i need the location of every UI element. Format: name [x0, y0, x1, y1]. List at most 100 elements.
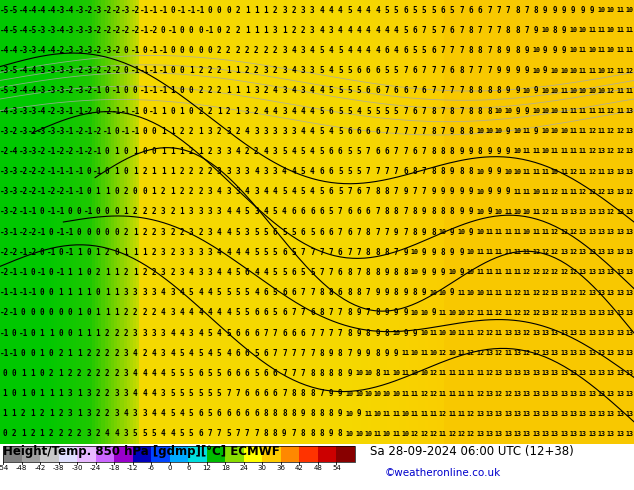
Text: 1: 1 [114, 268, 119, 277]
Text: 2: 2 [142, 167, 147, 176]
Bar [352, 0, 356, 444]
Text: 3: 3 [245, 106, 249, 116]
Text: 13: 13 [579, 229, 586, 235]
Bar [40, 446, 58, 462]
Text: 4: 4 [347, 26, 352, 35]
Bar [79, 0, 84, 444]
Text: 9: 9 [338, 409, 342, 418]
Text: 11: 11 [448, 391, 456, 396]
Text: 13: 13 [514, 391, 521, 396]
Text: 12: 12 [597, 189, 605, 195]
Text: 8: 8 [394, 207, 399, 217]
Text: 12: 12 [569, 249, 578, 255]
Bar [517, 0, 521, 444]
Text: 3: 3 [161, 349, 165, 358]
Text: 11: 11 [532, 148, 540, 154]
Text: 8: 8 [338, 429, 342, 439]
Bar [152, 0, 157, 444]
Text: 11: 11 [401, 350, 410, 356]
Text: 4: 4 [198, 328, 203, 338]
Text: 4: 4 [320, 5, 324, 15]
Text: 12: 12 [532, 350, 540, 356]
Text: 12: 12 [532, 290, 540, 295]
Text: 13: 13 [551, 370, 559, 376]
Bar [431, 0, 436, 444]
Text: -1: -1 [10, 227, 18, 237]
Text: 6: 6 [403, 86, 408, 96]
Text: 13: 13 [532, 391, 540, 396]
Text: 4: 4 [245, 187, 249, 196]
Text: 1: 1 [105, 308, 110, 318]
Text: -3: -3 [84, 46, 93, 55]
Bar [368, 0, 372, 444]
Text: -1: -1 [65, 167, 75, 176]
Text: -2: -2 [56, 187, 65, 196]
Text: 9: 9 [552, 5, 557, 15]
Text: 4: 4 [114, 429, 119, 439]
Text: 3: 3 [133, 328, 138, 338]
Text: 7: 7 [254, 429, 259, 439]
Text: -3: -3 [18, 106, 28, 116]
Text: 4: 4 [282, 167, 287, 176]
Text: 11: 11 [514, 229, 521, 235]
Text: 5: 5 [189, 288, 193, 297]
Text: 1: 1 [68, 268, 72, 277]
Text: 7: 7 [366, 167, 371, 176]
Text: -1: -1 [75, 187, 84, 196]
Text: 11: 11 [495, 270, 503, 275]
Text: 0: 0 [3, 429, 7, 439]
Text: 1: 1 [189, 66, 193, 75]
Bar [197, 0, 201, 444]
Text: 13: 13 [597, 290, 605, 295]
Text: -2: -2 [47, 187, 56, 196]
Text: 6: 6 [357, 127, 361, 136]
Text: 10: 10 [346, 431, 354, 437]
Text: 11: 11 [430, 330, 437, 336]
Text: 0: 0 [86, 308, 91, 318]
Text: 0: 0 [77, 227, 82, 237]
Text: 7: 7 [320, 248, 324, 257]
Bar [504, 0, 508, 444]
Text: 12: 12 [551, 249, 559, 255]
Text: 4: 4 [254, 288, 259, 297]
Text: 3: 3 [282, 66, 287, 75]
Bar [25, 0, 30, 444]
Text: 5: 5 [189, 389, 193, 398]
Text: -1: -1 [75, 147, 84, 156]
Bar [266, 0, 271, 444]
Text: 2: 2 [152, 248, 156, 257]
Text: 0: 0 [49, 349, 54, 358]
Text: 9: 9 [328, 389, 333, 398]
Bar [241, 0, 245, 444]
Text: 2: 2 [254, 46, 259, 55]
Text: 6: 6 [254, 308, 259, 318]
Text: 11: 11 [551, 148, 559, 154]
Text: 42: 42 [295, 465, 304, 471]
Text: 9: 9 [469, 227, 473, 237]
Bar [545, 0, 550, 444]
Text: 3: 3 [86, 389, 91, 398]
Bar [520, 0, 524, 444]
Text: 11: 11 [569, 189, 578, 195]
Text: -1: -1 [47, 147, 56, 156]
Bar [6, 0, 11, 444]
Text: 6: 6 [273, 369, 277, 378]
Text: 12: 12 [532, 310, 540, 316]
Text: 9: 9 [385, 268, 389, 277]
Text: 1: 1 [179, 106, 184, 116]
Text: 8: 8 [431, 167, 436, 176]
Text: -1: -1 [47, 207, 56, 217]
Text: -2: -2 [93, 46, 103, 55]
Text: 5: 5 [207, 369, 212, 378]
Text: -2: -2 [65, 86, 75, 96]
Text: 0: 0 [49, 308, 54, 318]
Text: 4: 4 [217, 268, 221, 277]
Text: 1: 1 [263, 26, 268, 35]
Bar [577, 0, 581, 444]
Text: 5: 5 [320, 46, 324, 55]
Text: 6: 6 [394, 86, 399, 96]
Text: 1: 1 [198, 147, 203, 156]
Bar [605, 0, 610, 444]
Text: -1: -1 [47, 248, 56, 257]
Text: 3: 3 [161, 268, 165, 277]
